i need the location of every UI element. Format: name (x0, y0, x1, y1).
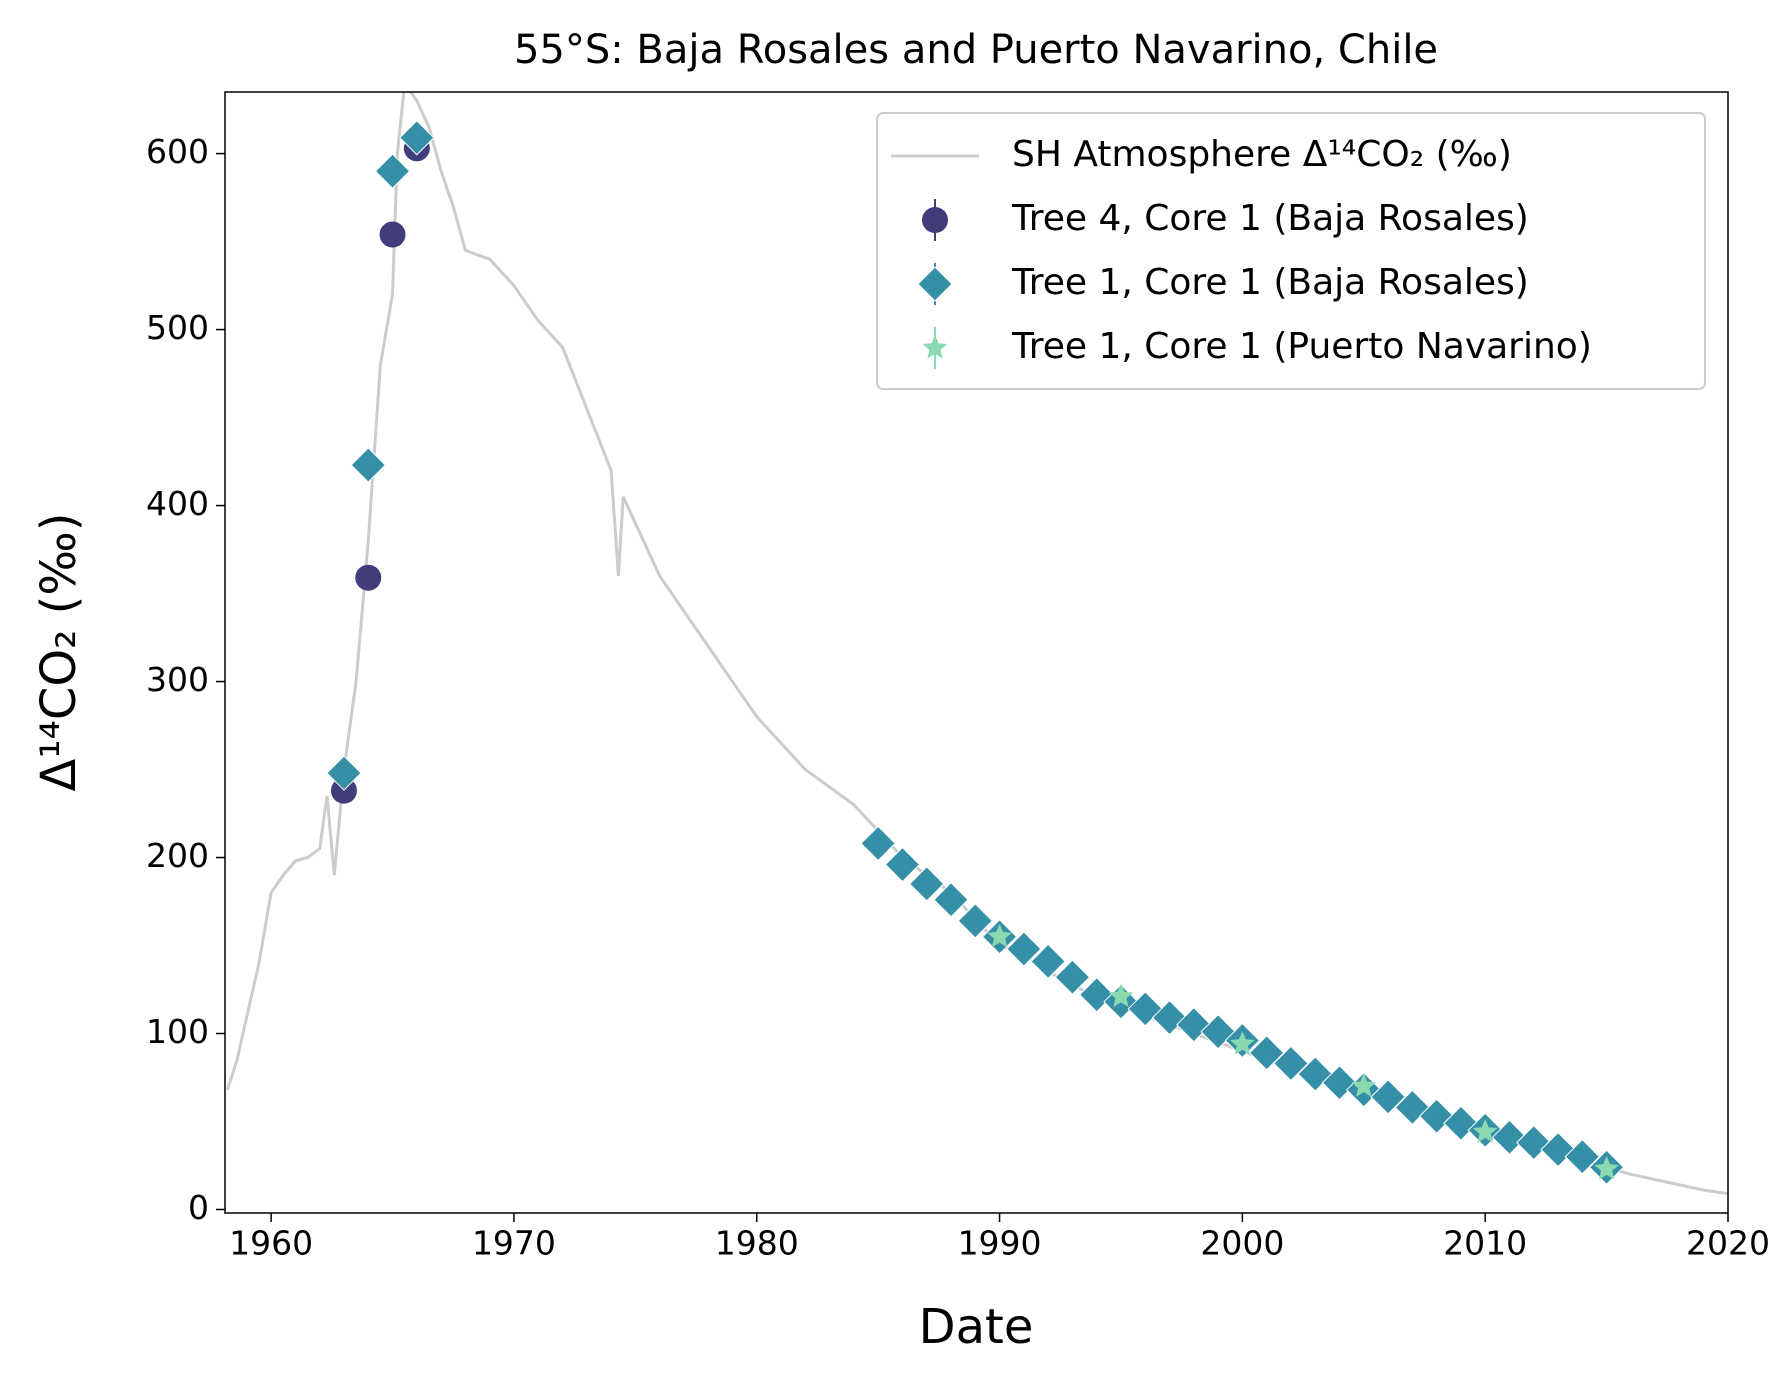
legend-marker (922, 335, 948, 359)
point (957, 903, 993, 939)
point (399, 120, 435, 156)
x-tick-label: 2020 (1686, 1224, 1770, 1263)
legend-marker (922, 207, 948, 233)
legend-marker (917, 266, 953, 302)
legend-label: Tree 1, Core 1 (Puerto Navarino) (1011, 326, 1592, 367)
point (379, 221, 406, 248)
point (860, 825, 896, 862)
point (350, 447, 386, 483)
point (987, 923, 1012, 948)
y-tick-label: 200 (146, 836, 209, 875)
point (374, 153, 411, 189)
x-tick-label: 1970 (472, 1224, 556, 1263)
y-tick-label: 100 (146, 1012, 209, 1051)
x-tick-label: 2000 (1200, 1224, 1284, 1263)
y-tick-label: 500 (146, 308, 209, 347)
point (1176, 1006, 1212, 1043)
plot-area (225, 92, 1728, 1196)
point (1054, 959, 1091, 995)
point (1248, 1035, 1285, 1071)
y-tick-label: 0 (188, 1188, 209, 1227)
x-tick-label: 1960 (229, 1224, 313, 1263)
point (1394, 1089, 1431, 1126)
x-tick-label: 2010 (1443, 1224, 1527, 1263)
plot-frame (224, 91, 1729, 1214)
chart-title: 55°S: Baja Rosales and Puerto Navarino, … (514, 27, 1438, 73)
point (355, 564, 382, 591)
x-tick-label: 1990 (958, 1224, 1042, 1263)
point (1564, 1138, 1601, 1175)
y-tick-label: 300 (146, 660, 209, 699)
point (933, 882, 969, 918)
point (1594, 1156, 1619, 1180)
point (1351, 1073, 1377, 1097)
legend-box (876, 112, 1706, 390)
point (1108, 983, 1134, 1008)
point (884, 846, 921, 883)
point (909, 866, 945, 902)
y-axis-label: Δ¹⁴CO₂ (‰) (31, 513, 87, 792)
point (1491, 1119, 1528, 1156)
x-axis-label: Date (919, 1299, 1034, 1355)
legend-label: Tree 1, Core 1 (Baja Rosales) (1011, 262, 1529, 303)
point (1472, 1119, 1498, 1143)
point (1030, 943, 1066, 980)
legend-label: SH Atmosphere Δ¹⁴CO₂ (‰) (1012, 134, 1512, 175)
point (1418, 1098, 1455, 1134)
y-tick-label: 600 (146, 132, 209, 171)
point (1200, 1014, 1236, 1050)
point (1006, 931, 1042, 967)
point (326, 755, 362, 791)
point (1273, 1045, 1309, 1082)
point (1516, 1124, 1552, 1161)
point (1370, 1079, 1406, 1115)
legend-label: Tree 4, Core 1 (Baja Rosales) (1011, 198, 1529, 239)
point (1540, 1131, 1576, 1168)
point (1443, 1105, 1479, 1141)
x-tick-label: 1980 (715, 1224, 799, 1263)
point (1230, 1031, 1255, 1055)
y-tick-label: 400 (146, 484, 209, 523)
